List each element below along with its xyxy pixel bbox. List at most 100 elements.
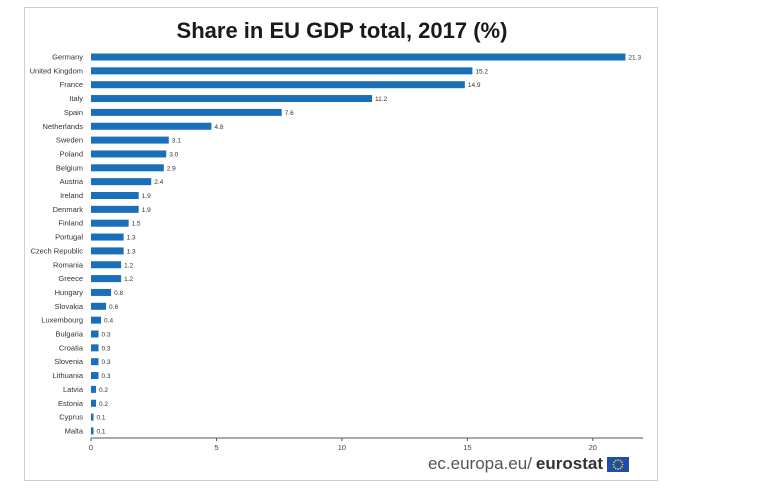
bar: [91, 372, 99, 380]
bar: [91, 344, 99, 352]
bar: [91, 178, 152, 186]
category-label: Croatia: [59, 343, 84, 352]
category-label: Austria: [60, 177, 84, 186]
data-label: 0.3: [102, 332, 111, 339]
data-label: 0.2: [99, 401, 108, 408]
category-label: Denmark: [53, 205, 84, 214]
category-label: United Kingdom: [30, 66, 83, 75]
bar: [91, 330, 99, 338]
eu-flag-icon: [607, 456, 629, 472]
bar: [91, 233, 124, 241]
bar: [91, 399, 97, 407]
data-label: 0.3: [102, 359, 111, 366]
data-label: 3.0: [169, 151, 178, 158]
data-label: 0.1: [97, 428, 106, 435]
data-label: 1.9: [142, 193, 151, 200]
category-label: Cyprus: [59, 413, 83, 422]
data-label: 1.9: [142, 207, 151, 214]
data-label: 21.3: [628, 55, 641, 62]
category-label: Estonia: [58, 399, 84, 408]
data-label: 1.2: [124, 276, 133, 283]
data-label: 0.3: [102, 373, 111, 380]
bar: [91, 108, 282, 116]
flag-background: [607, 456, 629, 472]
category-label: Slovenia: [54, 357, 84, 366]
bar: [91, 316, 102, 324]
flag-star-icon: [621, 463, 624, 465]
bar: [91, 275, 122, 283]
flag-star-icon: [614, 467, 617, 469]
data-label: 0.6: [109, 304, 118, 311]
category-label: Romania: [53, 260, 84, 269]
bar: [91, 67, 473, 75]
bar: [91, 150, 167, 158]
category-label: Bulgaria: [55, 330, 83, 339]
data-label: 0.8: [114, 290, 123, 297]
category-label: Spain: [64, 108, 83, 117]
category-label: Malta: [65, 426, 84, 435]
x-tick-label: 0: [89, 443, 93, 452]
data-label: 4.8: [214, 124, 223, 131]
chart-title: Share in EU GDP total, 2017 (%): [176, 18, 508, 43]
bar: [91, 358, 99, 366]
data-label: 1.2: [124, 262, 133, 269]
category-label: Belgium: [56, 163, 83, 172]
flag-star-icon: [621, 465, 623, 468]
bar: [91, 192, 139, 199]
data-label: 0.1: [97, 415, 106, 422]
x-tick-label: 15: [463, 443, 471, 452]
bar: [91, 302, 107, 310]
category-label: Portugal: [55, 233, 83, 242]
data-label: 11.2: [375, 96, 388, 103]
bar: [91, 427, 94, 435]
data-label: 0.4: [104, 318, 113, 325]
data-label: 14.9: [468, 82, 481, 89]
category-label: Lithuania: [53, 371, 84, 380]
x-tick-label: 10: [338, 443, 346, 452]
source-footer: ec.europa.eu/eurostat: [428, 454, 629, 474]
flag-star-icon: [614, 459, 617, 461]
category-label: Hungary: [55, 288, 84, 297]
category-label: Greece: [58, 274, 83, 283]
data-label: 2.4: [154, 179, 163, 186]
chart-frame: Share in EU GDP total, 2017 (%) Germany 2…: [24, 7, 658, 481]
source-brand: eurostat: [535, 454, 603, 473]
category-label: Poland: [60, 149, 83, 158]
category-label: Sweden: [56, 136, 83, 145]
category-label: Germany: [52, 53, 83, 62]
bar: [91, 164, 164, 172]
bar: [91, 122, 212, 130]
x-tick-label: 20: [589, 443, 597, 452]
data-label: 15.2: [475, 68, 488, 75]
flag-star-icon: [619, 459, 622, 461]
category-label: Italy: [69, 94, 83, 103]
flag-star-icon: [621, 460, 623, 463]
data-label: 1.3: [127, 235, 136, 242]
category-label: Czech Republic: [30, 246, 83, 255]
flag-star-icon: [613, 465, 615, 468]
data-label: 3.1: [172, 138, 181, 145]
category-label: Luxembourg: [41, 316, 83, 325]
bar: [91, 53, 626, 61]
flag-star-icon: [617, 467, 619, 470]
data-label: 1.3: [127, 248, 136, 255]
bar-chart: Germany 21.3 United Kingdom 15.2 France 14.9 I…: [30, 53, 643, 452]
category-label: Latvia: [63, 385, 84, 394]
flag-star-icon: [617, 458, 619, 461]
data-label: 0.3: [102, 345, 111, 352]
source-prefix: ec.europa.eu/: [427, 454, 532, 473]
flag-star-icon: [619, 467, 622, 469]
bar: [91, 136, 169, 144]
category-label: Slovakia: [55, 302, 84, 311]
bar: [91, 219, 129, 227]
category-label: Finland: [58, 219, 83, 228]
bar: [91, 205, 139, 213]
category-label: France: [60, 80, 83, 89]
bar: [91, 385, 97, 393]
flag-star-icon: [612, 463, 615, 465]
bar: [91, 95, 373, 103]
data-label: 1.5: [132, 221, 141, 228]
x-tick-label: 5: [214, 443, 218, 452]
data-label: 0.2: [99, 387, 108, 394]
bar: [91, 81, 465, 89]
